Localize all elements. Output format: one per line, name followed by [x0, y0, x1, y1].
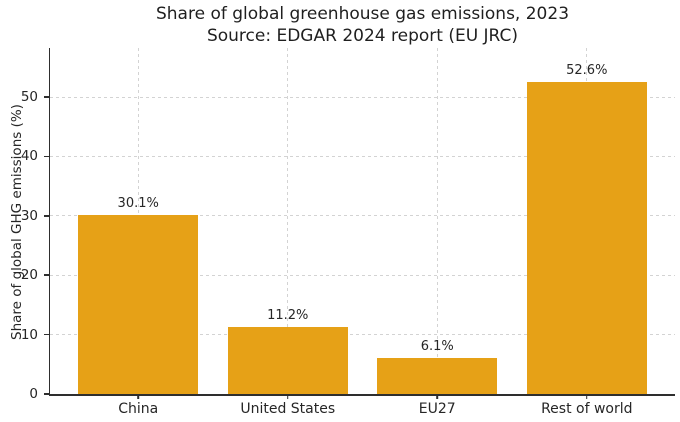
x-tick — [585, 394, 588, 399]
bar-value-label: 6.1% — [420, 338, 454, 354]
bar-value-label: 30.1% — [117, 196, 159, 212]
horizontal-gridline — [50, 96, 675, 98]
y-tick-label: 50 — [20, 89, 38, 105]
y-tick-label: 10 — [20, 326, 38, 343]
horizontal-gridline — [50, 155, 675, 157]
x-tick-label: EU27 — [418, 401, 456, 417]
vertical-gridline — [436, 48, 438, 394]
y-tick — [43, 333, 49, 336]
y-tick — [43, 215, 49, 217]
bar-value-label: 11.2% — [267, 308, 309, 324]
x-tick-label: China — [118, 401, 159, 417]
y-tick — [43, 274, 49, 276]
y-tick-label: 20 — [20, 267, 38, 284]
y-tick — [43, 393, 49, 395]
y-tick-label: 30 — [20, 207, 38, 224]
horizontal-gridline — [50, 215, 675, 217]
chart-title: Share of global greenhouse gas emissions… — [155, 4, 570, 24]
chart-title-block: Share of global greenhouse gas emissions… — [50, 3, 675, 47]
bar-eu27 — [377, 357, 498, 394]
x-tick-label: Rest of world — [541, 401, 633, 417]
plot-area: 30.1% 11.2% 6.1% 52.6% 0 10 20 30 40 50 China Unite… — [21, 48, 675, 417]
vertical-gridline — [287, 48, 289, 394]
bar-value-label: 52.6% — [566, 62, 608, 78]
y-tick-label: 40 — [20, 148, 38, 165]
y-tick-label: 0 — [29, 386, 38, 402]
bar-united-states — [227, 327, 348, 394]
x-axis-spine — [48, 394, 675, 396]
chart-subtitle: Source: EDGAR 2024 report (EU JRC) — [206, 26, 519, 46]
bar-rest-of-world — [526, 81, 647, 394]
x-tick — [137, 394, 139, 399]
horizontal-gridline — [50, 274, 675, 276]
y-axis-spine — [48, 48, 51, 394]
x-tick — [286, 394, 289, 399]
y-tick — [43, 155, 49, 158]
horizontal-gridline — [50, 334, 675, 336]
y-tick — [43, 96, 49, 98]
x-tick — [436, 394, 439, 399]
x-tick-label: United States — [240, 401, 336, 417]
bar-china — [78, 215, 199, 394]
